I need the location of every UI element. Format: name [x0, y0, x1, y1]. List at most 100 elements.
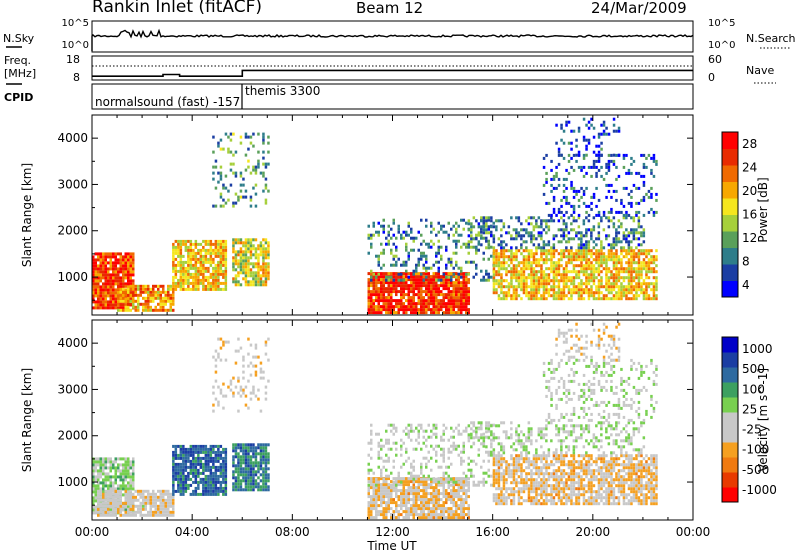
power-cell: [447, 308, 450, 312]
power-cell: [652, 276, 656, 280]
velocity-cell: [392, 516, 395, 520]
power-cell: [224, 245, 228, 249]
power-cell: [500, 279, 503, 283]
power-cell: [212, 242, 215, 246]
power-cell: [602, 252, 606, 256]
velocity-cell: [142, 498, 145, 502]
power-cell: [397, 284, 400, 288]
power-cell: [625, 240, 628, 244]
power-cell: [635, 213, 638, 217]
power-cell: [174, 239, 178, 243]
power-cell: [385, 275, 388, 279]
power-cell: [224, 254, 228, 258]
velocity-cell: [202, 471, 205, 475]
velocity-cell: [437, 504, 440, 508]
power-cell: [500, 297, 503, 301]
power-cell: [530, 231, 533, 235]
velocity-cell: [207, 456, 210, 460]
power-cell: [557, 150, 561, 154]
power-cell: [132, 305, 135, 309]
velocity-cell: [437, 498, 440, 502]
power-cell: [637, 252, 641, 256]
power-cell: [267, 135, 270, 139]
power-cell: [187, 263, 190, 267]
power-cell: [472, 225, 476, 229]
power-cell: [237, 259, 240, 263]
velocity-cell: [142, 504, 145, 508]
velocity-cell: [385, 501, 388, 505]
velocity-cell: [375, 498, 378, 502]
velocity-cell: [249, 373, 253, 377]
velocity-cell: [219, 453, 223, 457]
velocity-cell: [242, 449, 245, 453]
power-cell: [267, 162, 270, 166]
power-cell: [152, 284, 155, 288]
power-cell: [545, 285, 548, 289]
velocity-cell: [112, 504, 115, 508]
power-cell: [104, 276, 107, 280]
power-cell: [587, 165, 591, 169]
velocity-cell: [370, 486, 373, 490]
power-cell: [219, 269, 223, 273]
power-cell: [492, 249, 496, 253]
velocity-cell: [382, 483, 385, 487]
power-cell: [217, 239, 220, 243]
velocity-cell: [177, 471, 180, 475]
power-cell: [202, 272, 205, 276]
velocity-cell: [94, 460, 97, 464]
velocity-cell: [192, 480, 195, 484]
velocity-cell: [184, 489, 188, 493]
power-cell: [515, 273, 518, 277]
power-cell: [475, 237, 478, 241]
velocity-cell: [197, 474, 200, 478]
power-cell: [482, 216, 486, 220]
velocity-cell: [97, 484, 100, 488]
power-cell: [597, 279, 601, 283]
power-cell: [147, 290, 150, 294]
power-cell: [627, 291, 631, 295]
velocity-cell: [227, 385, 230, 389]
velocity-cell: [440, 498, 443, 502]
velocity-cell: [204, 486, 208, 490]
power-cell: [239, 271, 243, 275]
velocity-cell: [259, 479, 263, 483]
velocity-cell: [97, 472, 100, 476]
power-cell: [527, 261, 531, 265]
power-cell: [582, 270, 586, 274]
velocity-cell: [380, 483, 383, 487]
power-cell: [410, 305, 413, 309]
power-cell: [257, 162, 260, 166]
velocity-cell: [259, 376, 263, 380]
power-cell: [602, 258, 606, 262]
power-cell: [217, 144, 220, 148]
power-cell: [119, 296, 122, 300]
power-cell: [630, 189, 633, 193]
power-cell: [465, 245, 468, 249]
power-cell: [139, 290, 142, 294]
power-cell: [129, 279, 132, 283]
velocity-cell: [412, 495, 415, 499]
power-cell: [515, 216, 518, 220]
power-cell: [184, 266, 188, 270]
power-cell: [112, 294, 115, 298]
power-cell: [377, 299, 380, 303]
power-cell: [647, 270, 651, 274]
power-cell: [417, 299, 420, 303]
velocity-cell: [127, 510, 130, 514]
velocity-cell: [232, 449, 235, 453]
power-cell: [99, 273, 102, 277]
power-cell: [637, 210, 641, 214]
velocity-cell: [127, 463, 130, 467]
power-cell: [530, 237, 533, 241]
power-cell: [590, 201, 593, 205]
power-cell: [427, 299, 430, 303]
velocity-cell: [192, 471, 195, 475]
power-cell: [572, 237, 576, 241]
power-cell: [615, 153, 618, 157]
power-cell: [545, 201, 548, 205]
power-cell: [400, 293, 403, 297]
power-cell: [99, 276, 102, 280]
velocity-cell: [244, 488, 248, 492]
power-cell: [102, 297, 105, 301]
power-cell: [567, 141, 571, 145]
